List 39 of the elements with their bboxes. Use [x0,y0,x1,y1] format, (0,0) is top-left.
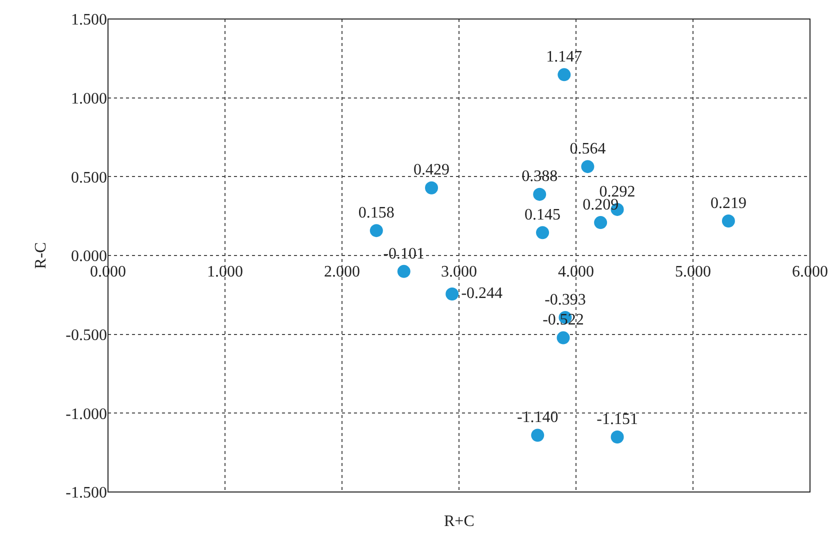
x-tick-label: 2.000 [324,264,360,280]
y-tick-label: 0.000 [71,248,107,266]
text: -1.151 [596,410,638,428]
y-tick-label: 1.000 [71,90,107,108]
y-tick-label: -1.500 [66,484,107,502]
y-tick-label: -1.000 [66,406,107,423]
text: 0.145 [524,206,561,224]
y-tick-label: 0.500 [71,169,107,186]
y-tick-label: 1.500 [71,12,107,29]
x-tick-label: 3.000 [441,264,477,280]
text: 0.388 [522,168,558,186]
text: -0.101 [383,245,425,262]
y-tick-label: -0.500 [66,326,107,344]
text: 0.219 [710,194,746,212]
point [370,224,383,238]
x-tick-label: 1.000 [207,264,243,280]
text: -0.393 [544,291,586,308]
point [594,216,608,230]
point [610,430,624,444]
text: -1.140 [516,409,558,426]
point [558,68,571,82]
point [425,181,438,194]
point [446,287,459,300]
text: 0.564 [570,140,606,158]
y-axis-title: R-C [32,242,50,269]
x-axis-title: R+C [444,513,474,530]
x-tick-label: 4.000 [558,264,594,280]
point [556,331,570,344]
point [533,188,546,201]
point [581,160,594,174]
text: 1.147 [546,48,582,66]
point [536,226,550,240]
text: 0.158 [358,204,394,222]
point [397,264,410,278]
point [531,428,544,442]
text: 0.429 [414,162,450,179]
point [722,214,735,228]
x-tick-label: 5.000 [675,264,711,280]
text: -0.244 [461,284,503,302]
